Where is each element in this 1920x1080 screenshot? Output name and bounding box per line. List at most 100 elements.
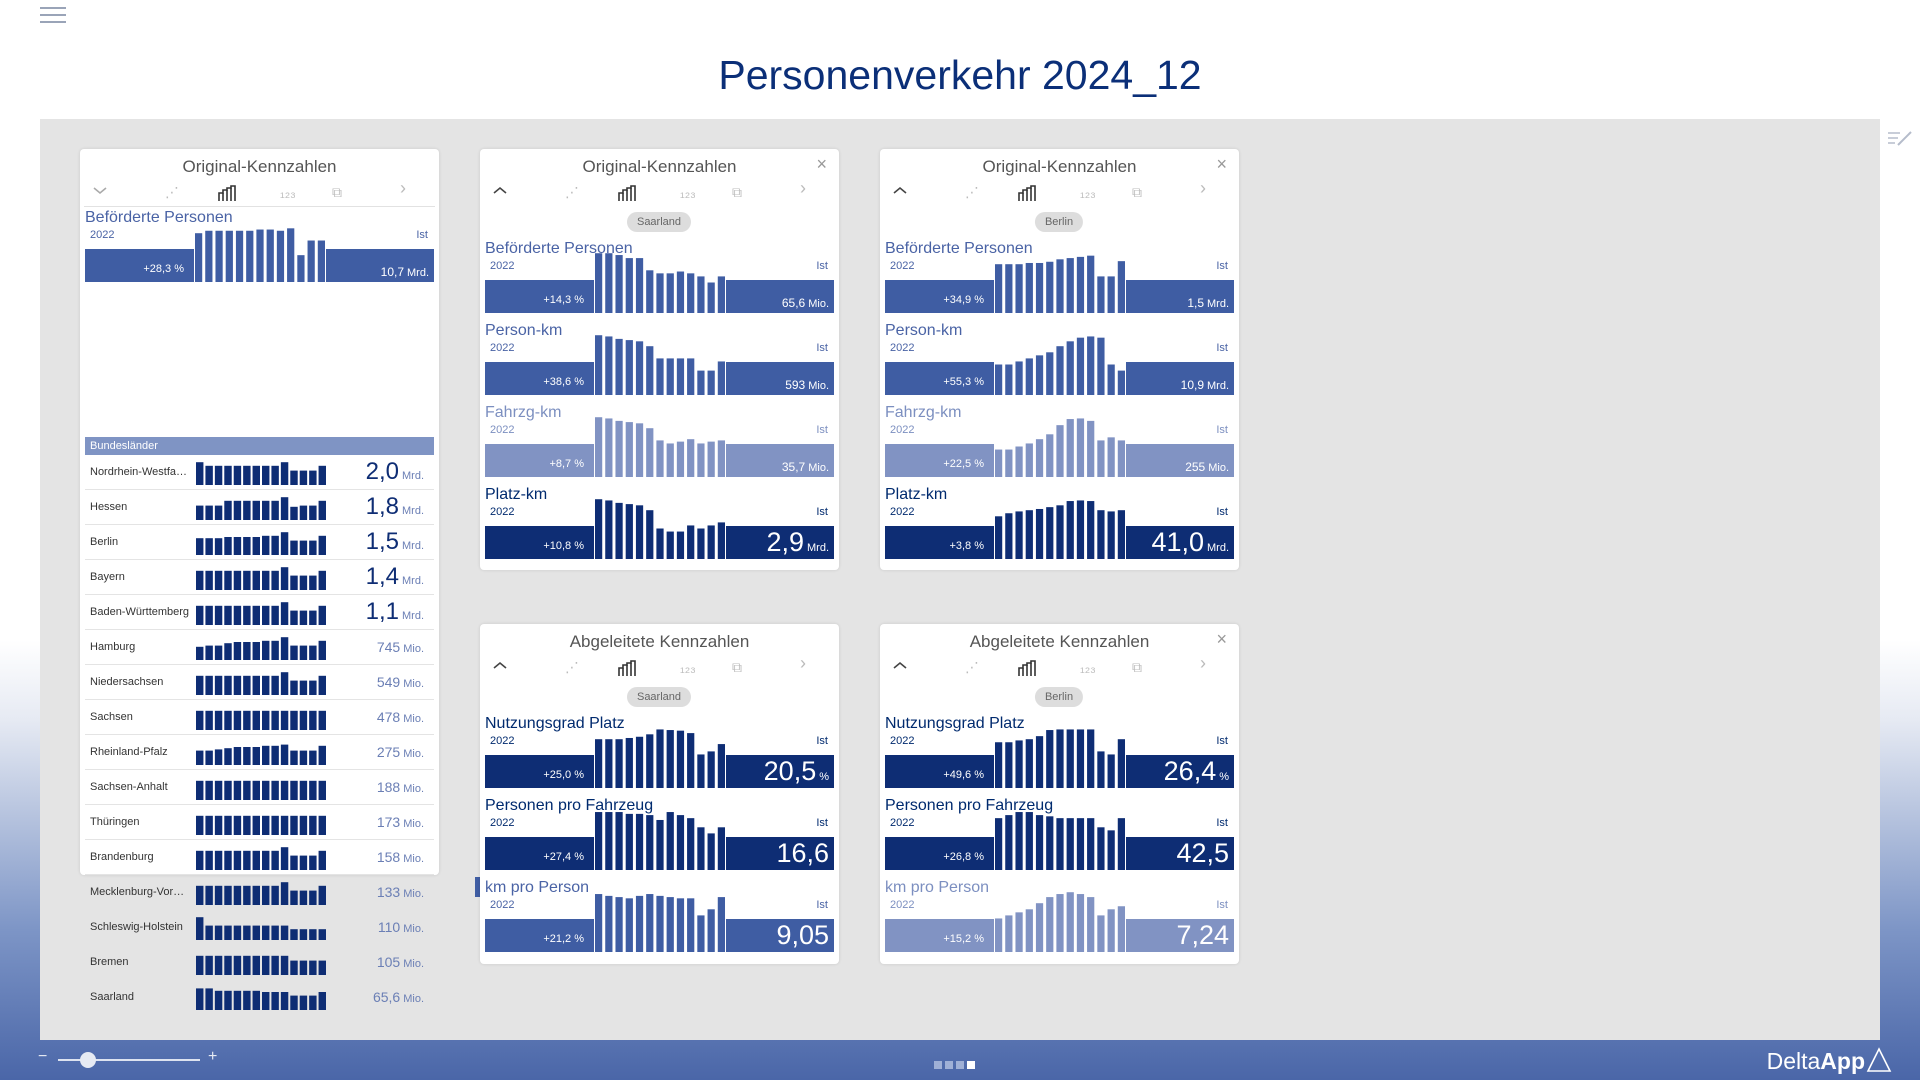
filter-chip[interactable]: Saarland <box>626 687 692 707</box>
kpi-row[interactable]: Personen pro Fahrzeug 2022 Ist +27,4 % 16,6 <box>485 797 834 877</box>
copy-icon[interactable]: ⧉ <box>332 184 342 200</box>
kpi-sparkline <box>995 418 1125 477</box>
list-item[interactable]: Hamburg 745 Mio. <box>85 630 434 665</box>
kpi-row[interactable]: Nutzungsgrad Platz 2022 Ist +25,0 % 20,5% <box>485 715 834 795</box>
chevron-up-icon[interactable] <box>492 659 512 679</box>
copy-icon[interactable]: ⧉ <box>732 659 742 675</box>
spark-bar <box>605 253 613 313</box>
ranking-icon[interactable]: ₁₂₃ <box>1080 659 1096 675</box>
kpi-row[interactable]: Platz-km 2022 Ist +3,8 % 41,0 Mrd. <box>885 486 1234 566</box>
list-item-name: Bremen <box>90 956 129 968</box>
list-item[interactable]: Brandenburg 158 Mio. <box>85 840 434 875</box>
list-item[interactable]: Berlin 1,5 Mrd. <box>85 525 434 560</box>
kpi-row[interactable]: km pro Person 2022 Ist +21,2 % 9,05 <box>485 879 834 959</box>
kpi-sparkline <box>995 336 1125 395</box>
kpi-row[interactable]: Fahrzg-km 2022 Ist +22,5 % 255 Mio. <box>885 404 1234 484</box>
page-dot[interactable] <box>945 1061 953 1069</box>
zoom-slider[interactable] <box>58 1059 200 1061</box>
zoom-in-button[interactable]: + <box>208 1048 218 1065</box>
kpi-row[interactable]: Fahrzg-km 2022 Ist +8,7 % 35,7 Mio. <box>485 404 834 484</box>
spark-bar <box>707 441 715 477</box>
bars-icon[interactable] <box>618 184 638 204</box>
kpi-row[interactable]: Beförderte Personen 2022 Ist +34,9 % 1,5 Mrd. <box>885 240 1234 320</box>
bars-icon[interactable] <box>618 659 638 679</box>
share-icon[interactable]: ⋰ <box>965 184 979 200</box>
close-icon[interactable]: × <box>1216 154 1227 174</box>
menu-icon[interactable] <box>40 7 66 27</box>
page-dot[interactable] <box>934 1061 942 1069</box>
copy-icon[interactable]: ⧉ <box>1132 659 1142 675</box>
filter-chip[interactable]: Berlin <box>1034 687 1084 707</box>
page-indicator[interactable] <box>934 1056 978 1074</box>
bars-icon[interactable] <box>1018 184 1038 204</box>
chevron-right-icon[interactable]: › <box>1200 178 1206 198</box>
spark-bar <box>233 710 242 730</box>
share-icon[interactable]: ⋰ <box>965 659 979 675</box>
share-icon[interactable]: ⋰ <box>565 659 579 675</box>
chevron-right-icon[interactable]: › <box>800 653 806 673</box>
kpi-delta: +26,8 % <box>885 837 994 870</box>
annotate-icon[interactable] <box>1886 128 1914 148</box>
spark-bar <box>687 439 695 477</box>
share-icon[interactable]: ⋰ <box>165 184 179 200</box>
chevron-up-icon[interactable] <box>892 184 912 204</box>
kpi-value: 9,05 <box>726 919 834 952</box>
list-item[interactable]: Bremen 105 Mio. <box>85 945 434 980</box>
spark-bar <box>280 992 289 1010</box>
kpi-row[interactable]: Beförderte Personen 2022 Ist +14,3 % 65,6 Mio… <box>485 240 834 320</box>
kpi-row[interactable]: Personen pro Fahrzeug 2022 Ist +26,8 % 42,5 <box>885 797 1234 877</box>
zoom-out-button[interactable]: − <box>38 1048 48 1065</box>
spark-bar <box>318 992 326 1010</box>
ranking-icon[interactable]: ₁₂₃ <box>280 184 296 200</box>
list-item[interactable]: Rheinland-Pfalz 275 Mio. <box>85 735 434 770</box>
close-icon[interactable]: × <box>816 154 827 174</box>
ranking-icon[interactable]: ₁₂₃ <box>680 184 696 200</box>
kpi-row[interactable]: Person-km 2022 Ist +55,3 % 10,9 Mrd. <box>885 322 1234 402</box>
list-item[interactable]: Mecklenburg-Vor… 133 Mio. <box>85 875 434 910</box>
list-item[interactable]: Nordrhein-Westfa… 2,0 Mrd. <box>85 455 434 490</box>
chevron-up-icon[interactable] <box>492 184 512 204</box>
kpi-row[interactable]: Nutzungsgrad Platz 2022 Ist +49,6 % 26,4% <box>885 715 1234 795</box>
kpi-ist-label: Ist <box>1216 735 1228 747</box>
filter-chip[interactable]: Saarland <box>626 212 692 232</box>
list-item[interactable]: Niedersachsen 549 Mio. <box>85 665 434 700</box>
list-item[interactable]: Hessen 1,8 Mrd. <box>85 490 434 525</box>
list-item[interactable]: Sachsen-Anhalt 188 Mio. <box>85 770 434 805</box>
page-dot[interactable] <box>967 1061 975 1069</box>
list-item[interactable]: Thüringen 173 Mio. <box>85 805 434 840</box>
list-item[interactable]: Sachsen 478 Mio. <box>85 700 434 735</box>
copy-icon[interactable]: ⧉ <box>732 184 742 200</box>
ranking-icon[interactable]: ₁₂₃ <box>680 659 696 675</box>
kpi-row[interactable]: Beförderte Personen 2022 Ist +28,3 % 10,7 Mrd… <box>85 209 434 289</box>
list-item[interactable]: Baden-Württemberg 1,1 Mrd. <box>85 595 434 630</box>
list-item[interactable]: Schleswig-Holstein 110 Mio. <box>85 910 434 945</box>
spark-bar <box>290 610 298 625</box>
chevron-up-icon[interactable] <box>892 659 912 679</box>
chevron-right-icon[interactable]: › <box>1200 653 1206 673</box>
bars-icon[interactable] <box>1018 659 1038 679</box>
list-item-unit: Mrd. <box>402 575 424 587</box>
copy-icon[interactable]: ⧉ <box>1132 184 1142 200</box>
kpi-row[interactable]: km pro Person 2022 Ist +15,2 % 7,24 <box>885 879 1234 959</box>
ranking-icon[interactable]: ₁₂₃ <box>1080 184 1096 200</box>
spark-bar <box>1097 440 1105 477</box>
kpi-row[interactable]: Platz-km 2022 Ist +10,8 % 2,9 Mrd. <box>485 486 834 566</box>
chevron-right-icon[interactable]: › <box>800 178 806 198</box>
kpi-delta: +8,7 % <box>485 444 594 477</box>
zoom-slider-handle[interactable] <box>80 1052 96 1068</box>
page-dot[interactable] <box>956 1061 964 1069</box>
spark-bar <box>656 819 664 870</box>
share-icon[interactable]: ⋰ <box>565 184 579 200</box>
kpi-row[interactable]: Person-km 2022 Ist +38,6 % 593 Mio. <box>485 322 834 402</box>
spark-bar <box>299 815 308 835</box>
spark-bar <box>1056 425 1064 477</box>
close-icon[interactable]: × <box>1216 629 1227 649</box>
list-item[interactable]: Saarland 65,6 Mio. <box>85 980 434 1015</box>
filter-chip[interactable]: Berlin <box>1034 212 1084 232</box>
bars-icon[interactable] <box>218 184 238 204</box>
kpi-card: Original-Kennzahlen × ⋰ ₁₂₃ ⧉ › Berlin Beförder… <box>880 149 1239 570</box>
chevron-down-icon[interactable] <box>92 184 112 204</box>
spark-bar <box>717 522 725 559</box>
list-item[interactable]: Bayern 1,4 Mrd. <box>85 560 434 595</box>
chevron-right-icon[interactable]: › <box>400 178 406 198</box>
